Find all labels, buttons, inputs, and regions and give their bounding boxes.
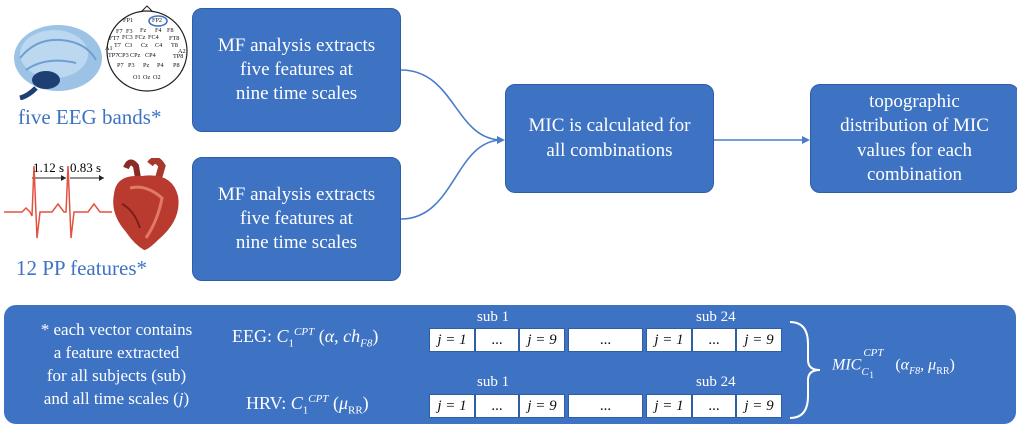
sub24-label-eeg: sub 24 bbox=[696, 309, 736, 325]
electrode-fcz: FCz bbox=[135, 34, 146, 41]
eeg-cell-1: j = 1 bbox=[429, 328, 475, 352]
electrode-tp7: TP7 bbox=[108, 52, 118, 59]
electrode-o1: O1 bbox=[133, 74, 141, 81]
electrode-c4: C4 bbox=[155, 42, 162, 49]
electrode-ft7: FT7 bbox=[109, 35, 119, 42]
sub1-label-hrv: sub 1 bbox=[477, 374, 510, 390]
electrode-cp3: CP3 bbox=[118, 52, 129, 59]
ecg-waveform-icon bbox=[4, 165, 112, 239]
hrv-cell-7: j = 9 bbox=[736, 394, 782, 418]
hrv-cell-6: ... bbox=[692, 394, 736, 418]
vector-note-line-4: and all time scales (j) bbox=[43, 389, 190, 408]
vector-note-line-2: a feature extracted bbox=[53, 343, 180, 362]
eeg-cell-2: ... bbox=[475, 328, 519, 352]
interval-label-1: 1.12 s bbox=[33, 160, 65, 175]
mf-analysis-box-pp: MF analysis extracts five features at ni… bbox=[192, 157, 401, 281]
electrode-cp4: CP4 bbox=[145, 52, 156, 59]
brain-icon bbox=[14, 25, 102, 100]
electrode-a2: A2 bbox=[178, 48, 186, 55]
sub1-label-eeg: sub 1 bbox=[477, 309, 510, 325]
electrode-fc4: FC4 bbox=[148, 34, 159, 41]
connector-pp-to-mic bbox=[400, 139, 503, 220]
pp-features-label: 12 PP features* bbox=[16, 256, 148, 280]
electrode-ft8: FT8 bbox=[169, 35, 179, 42]
electrode-p8: P8 bbox=[173, 62, 180, 69]
hrv-cell-4: ... bbox=[568, 394, 643, 418]
electrode-cpz: CPz bbox=[130, 52, 141, 59]
vector-note: * each vector contains a feature extract… bbox=[14, 318, 219, 410]
electrode-f7: F7 bbox=[116, 28, 123, 35]
electrode-fc3: FC3 bbox=[122, 34, 133, 41]
electrode-p4: P4 bbox=[157, 62, 164, 69]
electrode-fp2: FP2 bbox=[152, 17, 162, 24]
eeg-cell-3: j = 9 bbox=[519, 328, 565, 352]
arrowhead-mic bbox=[497, 136, 505, 144]
heart-icon bbox=[113, 158, 179, 250]
electrode-t8: T8 bbox=[171, 42, 178, 49]
electrode-o2: O2 bbox=[153, 74, 161, 81]
electrode-a1: A1 bbox=[105, 45, 113, 52]
hrv-cell-3: j = 9 bbox=[519, 394, 565, 418]
electrode-cz: Cz bbox=[141, 42, 148, 49]
electrode-c3: C3 bbox=[125, 42, 132, 49]
hrv-cell-1: j = 1 bbox=[429, 394, 475, 418]
eeg-cell-4: ... bbox=[568, 328, 643, 352]
hrv-cell-2: ... bbox=[475, 394, 519, 418]
flow-connectors bbox=[400, 69, 810, 220]
electrode-fz: Fz bbox=[140, 27, 146, 34]
mf-analysis-box-eeg: MF analysis extracts five features at ni… bbox=[192, 8, 401, 132]
sub24-label-hrv: sub 24 bbox=[696, 374, 736, 390]
hrv-vector-label: HRV: C1CPT (μRR) bbox=[246, 393, 369, 417]
electrode-oz: Oz bbox=[143, 74, 150, 81]
hrv-cell-5: j = 1 bbox=[646, 394, 692, 418]
electrode-f8: F8 bbox=[167, 27, 174, 34]
right-brace-icon bbox=[789, 321, 821, 419]
electrode-tp8: TP8 bbox=[173, 53, 183, 60]
mic-calculation-box: MIC is calculated for all combinations bbox=[505, 84, 714, 193]
connector-eeg-to-mic bbox=[400, 69, 503, 141]
arrowhead-topo bbox=[802, 136, 810, 144]
electrode-f3: F3 bbox=[126, 28, 133, 35]
electrode-p3: P3 bbox=[128, 62, 135, 69]
vector-note-line-1: * each vector contains bbox=[40, 320, 193, 339]
electrode-t7: T7 bbox=[114, 42, 121, 49]
electrode-p7: P7 bbox=[117, 62, 124, 69]
eeg-cell-5: j = 1 bbox=[646, 328, 692, 352]
topographic-distribution-box: topographic distribution of MIC values f… bbox=[810, 84, 1017, 193]
electrode-f4: F4 bbox=[155, 27, 162, 34]
eeg-vector-label: EEG: C1CPT (α, chF8) bbox=[232, 326, 379, 350]
eeg-cell-7: j = 9 bbox=[736, 328, 782, 352]
vector-note-line-3: for all subjects (sub) bbox=[46, 366, 187, 385]
electrode-fp1: FP1 bbox=[123, 17, 133, 24]
eeg-bands-label: five EEG bands* bbox=[18, 105, 162, 129]
electrode-pz: Pz bbox=[143, 62, 149, 69]
eeg-cell-6: ... bbox=[692, 328, 736, 352]
interval-label-2: 0.83 s bbox=[70, 160, 102, 175]
